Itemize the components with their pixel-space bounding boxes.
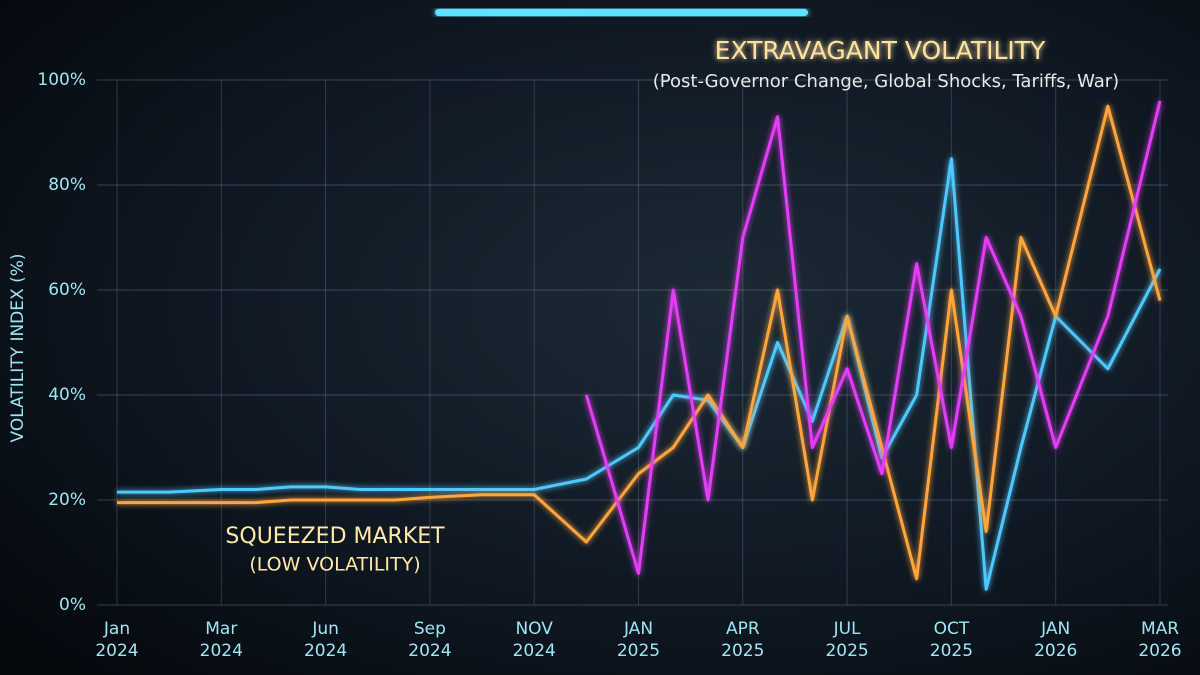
x-tick-label: Jan (103, 619, 130, 639)
x-tick-label: 2025 (930, 641, 973, 661)
x-tick-label: NOV (515, 619, 553, 639)
x-tick-label: 2025 (617, 641, 660, 661)
x-tick-label: 2024 (200, 641, 243, 661)
y-tick-label: 60% (48, 280, 86, 300)
y-tick-label: 40% (48, 385, 86, 405)
series-line (117, 104, 1162, 581)
x-tick-label: 2024 (408, 641, 451, 661)
chart-subtitle: (Post-Governor Change, Global Shocks, Ta… (653, 71, 1119, 92)
y-tick-label: 80% (48, 175, 86, 195)
x-tick-label: 2026 (1138, 641, 1181, 661)
x-tick-label: Mar (205, 619, 237, 639)
x-tick-label: JAN (1040, 619, 1070, 639)
x-tick-label: Sep (414, 619, 446, 639)
x-tick-label: 2025 (825, 641, 868, 661)
x-tick-label: JAN (623, 619, 653, 639)
x-tick-label: OCT (934, 619, 970, 639)
x-tick-label: JUL (833, 619, 861, 639)
x-tick-label: 2024 (513, 641, 556, 661)
annotation: SQUEEZED MARKET (225, 524, 445, 549)
top-bar (435, 9, 808, 16)
x-tick-label: 2024 (304, 641, 347, 661)
x-tick-label: 2026 (1034, 641, 1077, 661)
x-tick-label: 2025 (721, 641, 764, 661)
x-tick-label: MAR (1141, 619, 1179, 639)
y-tick-label: 100% (37, 70, 86, 90)
chart-title: EXTRAVAGANT VOLATILITY (715, 36, 1046, 65)
annotation: (LOW VOLATILITY) (249, 554, 420, 576)
x-tick-label: APR (726, 619, 760, 639)
y-tick-label: 20% (48, 490, 86, 510)
x-tick-label: Jun (311, 619, 339, 639)
series-line (584, 100, 1162, 575)
x-tick-label: 2024 (95, 641, 138, 661)
y-axis-label: VOLATILITY INDEX (%) (8, 254, 28, 443)
y-tick-label: 0% (59, 595, 86, 615)
